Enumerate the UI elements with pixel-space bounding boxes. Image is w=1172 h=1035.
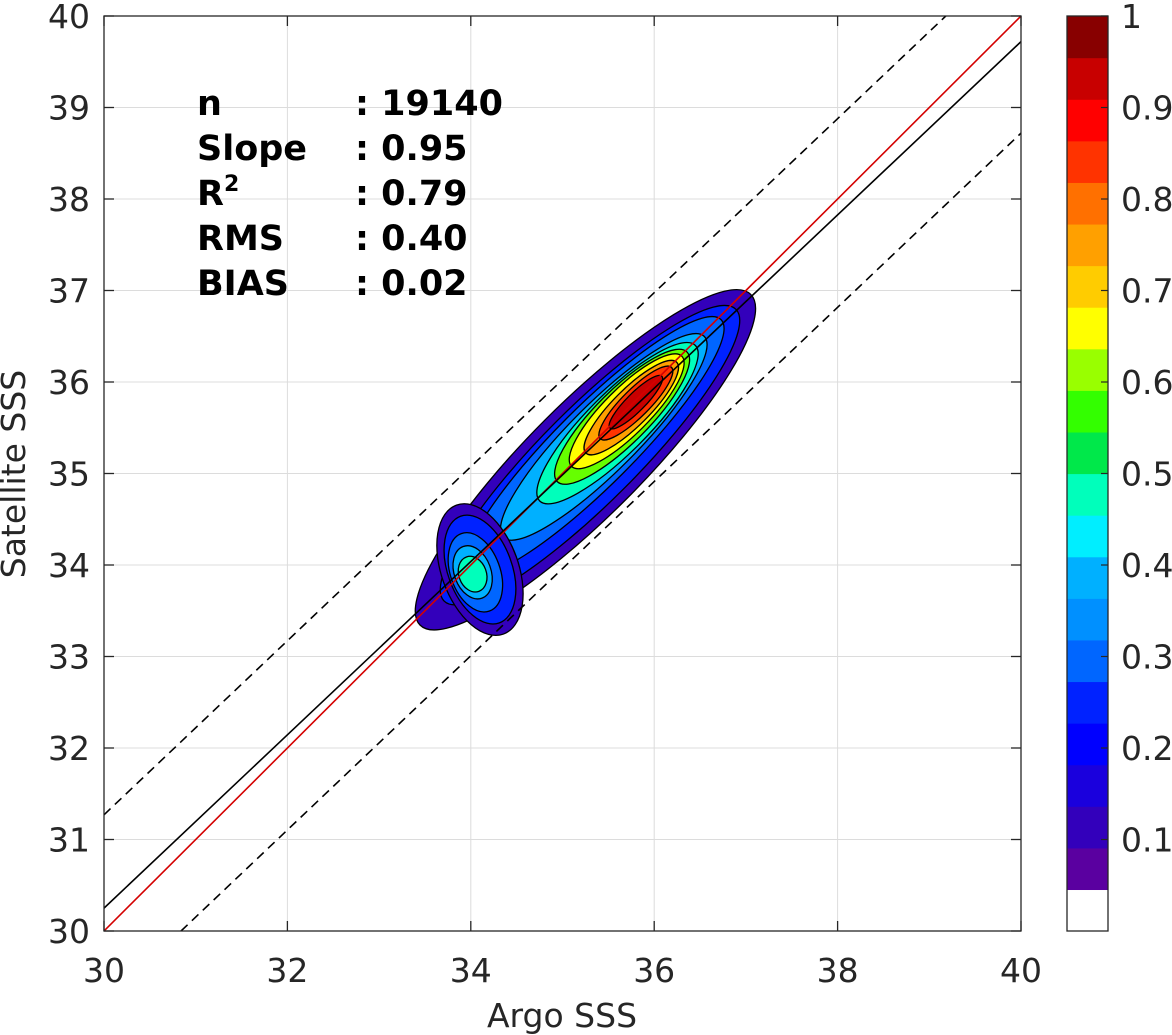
colorbar-swatch <box>1067 348 1108 391</box>
y-tick-label: 35 <box>48 455 90 494</box>
colorbar-tick-label: 0.5 <box>1121 455 1172 494</box>
stat-label: n <box>197 84 222 124</box>
grid <box>103 15 1022 932</box>
colorbar-swatch <box>1067 806 1108 849</box>
colorbar-tick-label: 0.4 <box>1121 546 1172 585</box>
stat-value: : 0.95 <box>355 129 468 169</box>
colorbar-swatch <box>1067 431 1108 475</box>
colorbar-swatch <box>1067 556 1108 599</box>
colorbar-tick-label: 1 <box>1121 0 1142 36</box>
x-tick-label: 40 <box>1000 951 1042 990</box>
colorbar-tick-label: 0.9 <box>1121 89 1172 128</box>
colorbar-swatch <box>1067 889 1108 932</box>
colorbar-swatch <box>1067 140 1108 183</box>
x-tick-label: 36 <box>633 951 675 990</box>
x-tick-label: 30 <box>83 951 125 990</box>
line-regression <box>104 41 1021 909</box>
contour-blob-level-0.45 <box>457 555 488 593</box>
colorbar-tick-label: 0.2 <box>1121 729 1172 768</box>
stat-value: : 0.02 <box>355 264 468 304</box>
colorbar-swatch <box>1067 99 1108 142</box>
y-tick-label: 38 <box>48 180 90 219</box>
x-tick-label: 32 <box>266 951 308 990</box>
y-tick-label: 33 <box>48 638 90 677</box>
stat-label: RMS <box>197 219 284 259</box>
colorbar-swatch <box>1067 681 1108 724</box>
stat-value: : 0.40 <box>355 219 468 259</box>
y-tick-label: 30 <box>48 912 90 951</box>
y-tick-label: 31 <box>48 821 90 860</box>
line-lower-bound <box>180 132 1021 931</box>
colorbar-tick-label: 0.6 <box>1121 363 1172 402</box>
x-tick-label: 34 <box>450 951 492 990</box>
stat-label: BIAS <box>197 264 289 304</box>
stat-value: : 19140 <box>355 84 503 124</box>
y-tick-label: 39 <box>48 89 90 128</box>
axes: 30 32 34 36 38 40 30 31 32 33 34 35 36 37 38 39 40 <box>48 0 1042 990</box>
colorbar-swatch <box>1067 182 1108 225</box>
x-axis-label: Argo SSS <box>487 996 637 1035</box>
colorbar-tick-label: 0.1 <box>1121 821 1172 860</box>
colorbar-swatch <box>1067 847 1108 891</box>
colorbar-swatch <box>1067 265 1108 308</box>
colorbar-swatch <box>1067 473 1108 516</box>
colorbar-swatch <box>1067 598 1108 641</box>
colorbar-swatch <box>1067 723 1108 766</box>
colorbar-swatch <box>1067 57 1108 100</box>
colorbar-tick-label: 0.3 <box>1121 638 1172 677</box>
y-tick-label: 37 <box>48 272 90 311</box>
y-axis-label: Satellite SSS <box>0 370 33 579</box>
contour-level-0.95 <box>608 374 664 430</box>
y-tick-label: 40 <box>48 0 90 36</box>
stat-label: Slope <box>197 129 307 169</box>
colorbar-swatch <box>1067 16 1108 59</box>
density-contours <box>414 288 757 637</box>
y-tick-label: 32 <box>48 729 90 768</box>
colorbar-swatch <box>1067 223 1108 267</box>
colorbar-swatch <box>1067 307 1108 350</box>
reference-lines <box>104 16 1021 931</box>
colorbar-swatch <box>1067 639 1108 683</box>
y-tick-label: 36 <box>48 363 90 402</box>
colorbar-swatch <box>1067 515 1108 558</box>
y-tick-label: 34 <box>48 546 90 585</box>
x-tick-label: 38 <box>817 951 859 990</box>
colorbar-swatch <box>1067 390 1108 433</box>
stat-value: : 0.79 <box>355 174 468 214</box>
colorbar-swatch <box>1067 764 1108 807</box>
line-one-to-one <box>104 16 1021 931</box>
colorbar: 0.1 0.2 0.3 0.4 0.5 0.6 0.7 0.8 0.9 1 <box>1066 0 1172 932</box>
line-upper-bound <box>104 16 947 816</box>
colorbar-tick-label: 0.8 <box>1121 180 1172 219</box>
colorbar-tick-label: 0.7 <box>1121 272 1172 311</box>
